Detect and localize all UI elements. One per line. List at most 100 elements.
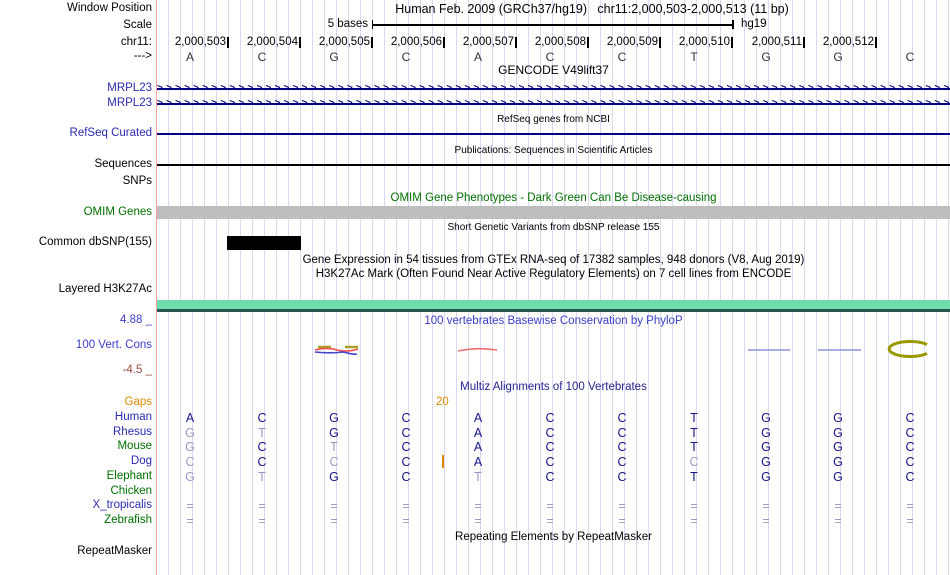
alignment-base: C — [401, 440, 411, 454]
coordinate-tick — [587, 37, 589, 48]
species-label-dog[interactable]: Dog — [130, 455, 152, 467]
reference-base: C — [545, 50, 555, 64]
alignment-base: T — [690, 440, 698, 454]
species-label-elephant[interactable]: Elephant — [106, 470, 152, 482]
alignment-base: = — [330, 514, 338, 528]
dbsnp-track-title: Short Genetic Variants from dbSNP releas… — [447, 222, 660, 233]
alignment-base: C — [545, 426, 555, 440]
mrpl23-transcript-2[interactable]: >>>>>>>>>>>>>>>>>>>>>>>>>>>>>>>>>>>>>>>>… — [157, 97, 950, 110]
alignment-base: = — [546, 514, 554, 528]
alignment-base: G — [761, 470, 771, 484]
coordinate-label: 2,000,506 — [390, 36, 442, 48]
alignment-base: A — [473, 440, 483, 454]
alignment-base: G — [329, 426, 339, 440]
assembly-name: Human Feb. 2009 (GRCh37/hg19) — [395, 2, 587, 16]
repeatmasker-track-title: Repeating Elements by RepeatMasker — [455, 531, 652, 543]
dbsnp-variant-box[interactable] — [227, 236, 301, 250]
species-label-rhesus[interactable]: Rhesus — [113, 426, 152, 438]
alignment-base: A — [473, 455, 483, 469]
strand-arrows: >>>>>>>>>>>>>>>>>>>>>>>>>>>>>>>>>>>>>>>>… — [157, 83, 950, 94]
alignment-base: G — [329, 411, 339, 425]
alignment-base: = — [258, 499, 266, 513]
alignment-base: C — [545, 455, 555, 469]
reference-base: C — [905, 50, 915, 64]
coordinate-label: 2,000,512 — [822, 36, 874, 48]
alignment-base: = — [474, 499, 482, 513]
species-label-human[interactable]: Human — [114, 411, 152, 423]
alignment-base: C — [401, 470, 411, 484]
refseq-curated-label[interactable]: RefSeq Curated — [69, 127, 152, 139]
alignment-base: C — [257, 455, 267, 469]
species-label-zebrafish[interactable]: Zebrafish — [104, 514, 152, 526]
alignment-base: C — [545, 411, 555, 425]
alignment-base: = — [546, 499, 554, 513]
alignment-base: = — [258, 514, 266, 528]
repeatmasker-label[interactable]: RepeatMasker — [77, 545, 152, 557]
alignment-base: T — [258, 470, 266, 484]
sequences-label[interactable]: Sequences — [94, 158, 152, 170]
coordinate-label: 2,000,505 — [318, 36, 370, 48]
base-position-gridlines — [157, 0, 950, 575]
conservation-wiggle-plot[interactable] — [157, 335, 950, 365]
scale-ruler-right-tick — [732, 20, 734, 29]
alignment-base: G — [185, 440, 195, 454]
alignment-base: C — [905, 440, 915, 454]
alignment-base: C — [257, 440, 267, 454]
alignment-base: C — [617, 440, 627, 454]
position-range: chr11:2,000,503-2,000,513 (11 bp) — [597, 2, 789, 16]
reference-base: C — [257, 50, 267, 64]
left-edge-guideline — [156, 0, 157, 575]
alignment-base: = — [618, 499, 626, 513]
h3k27ac-signal-bar[interactable] — [157, 300, 950, 309]
alignment-base: = — [618, 514, 626, 528]
mrpl23-transcript-1[interactable]: >>>>>>>>>>>>>>>>>>>>>>>>>>>>>>>>>>>>>>>>… — [157, 82, 950, 95]
coordinate-tick — [443, 37, 445, 48]
gencode-track-title: GENCODE V49lift37 — [498, 63, 609, 77]
strand-direction-label: ---> — [133, 50, 152, 62]
gene-label-mrpl23-2[interactable]: MRPL23 — [107, 97, 152, 109]
species-label-x_tropicalis[interactable]: X_tropicalis — [92, 499, 152, 511]
gene-label-mrpl23-1[interactable]: MRPL23 — [107, 82, 152, 94]
gaps-row-label[interactable]: Gaps — [124, 396, 153, 408]
coordinate-tick — [299, 37, 301, 48]
alignment-base: C — [545, 440, 555, 454]
alignment-base: C — [185, 455, 195, 469]
omim-gene-bar[interactable] — [157, 206, 950, 219]
alignment-base: C — [257, 411, 267, 425]
alignment-base: T — [474, 470, 482, 484]
gap-size-value: 20 — [436, 396, 449, 408]
coordinate-label: 2,000,503 — [174, 36, 226, 48]
alignment-base: G — [833, 455, 843, 469]
omim-genes-label[interactable]: OMIM Genes — [83, 206, 152, 218]
alignment-base: C — [401, 426, 411, 440]
publications-track-title: Publications: Sequences in Scientific Ar… — [454, 145, 653, 156]
phylop-red-wave-1 — [314, 347, 359, 352]
common-dbsnp-label[interactable]: Common dbSNP(155) — [38, 236, 152, 248]
conservation-track-label[interactable]: 100 Vert. Cons — [75, 339, 152, 351]
alignment-base: G — [185, 426, 195, 440]
layered-h3k27ac-label[interactable]: Layered H3K27Ac — [58, 283, 152, 295]
strand-arrows: >>>>>>>>>>>>>>>>>>>>>>>>>>>>>>>>>>>>>>>>… — [157, 98, 950, 109]
coordinate-label: 2,000,511 — [751, 36, 802, 48]
coordinate-tick — [659, 37, 661, 48]
alignment-base: = — [762, 499, 770, 513]
refseq-gene-line[interactable] — [157, 133, 950, 135]
chromosome-row-label: chr11: — [120, 36, 152, 48]
coordinate-tick — [731, 37, 733, 48]
alignment-base: T — [690, 426, 698, 440]
alignment-base: A — [473, 426, 483, 440]
alignment-base: = — [906, 514, 914, 528]
snps-label[interactable]: SNPs — [122, 175, 152, 187]
scale-ruler-left-tick — [371, 20, 373, 29]
alignment-base: G — [833, 426, 843, 440]
h3k27ac-track-title: H3K27Ac Mark (Often Found Near Active Re… — [315, 268, 792, 280]
species-label-mouse[interactable]: Mouse — [117, 440, 152, 452]
sequences-line[interactable] — [157, 164, 950, 166]
window-position-text: Human Feb. 2009 (GRCh37/hg19) chr11:2,00… — [157, 2, 950, 16]
species-label-chicken[interactable]: Chicken — [110, 485, 152, 497]
alignment-base: G — [761, 411, 771, 425]
alignment-base: G — [833, 411, 843, 425]
phylop-olive-ellipse — [887, 340, 928, 358]
reference-base: C — [401, 50, 411, 64]
